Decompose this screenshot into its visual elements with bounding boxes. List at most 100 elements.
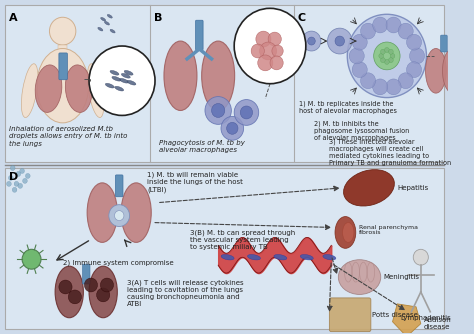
Ellipse shape xyxy=(335,216,356,248)
Circle shape xyxy=(251,44,264,58)
Circle shape xyxy=(398,73,413,89)
Ellipse shape xyxy=(338,260,381,295)
Circle shape xyxy=(335,36,345,46)
Circle shape xyxy=(260,42,277,60)
Text: Meningitis: Meningitis xyxy=(383,274,419,280)
Circle shape xyxy=(386,17,401,33)
Circle shape xyxy=(272,45,283,57)
Ellipse shape xyxy=(124,70,133,75)
Circle shape xyxy=(347,14,427,98)
Text: 3) These infected alevolar
macrophages will create cell
mediated cytokines leadi: 3) These infected alevolar macrophages w… xyxy=(329,138,452,166)
FancyBboxPatch shape xyxy=(59,53,67,80)
Circle shape xyxy=(258,55,273,71)
Circle shape xyxy=(227,122,238,134)
Text: D: D xyxy=(9,172,18,182)
Circle shape xyxy=(390,53,395,58)
Ellipse shape xyxy=(323,255,336,260)
Ellipse shape xyxy=(221,255,234,260)
Ellipse shape xyxy=(121,183,151,242)
Circle shape xyxy=(381,49,385,54)
Circle shape xyxy=(68,290,82,304)
Circle shape xyxy=(26,173,30,178)
Circle shape xyxy=(389,58,393,62)
Circle shape xyxy=(240,106,253,119)
Circle shape xyxy=(59,280,72,294)
FancyBboxPatch shape xyxy=(329,298,371,332)
Ellipse shape xyxy=(36,48,89,123)
Ellipse shape xyxy=(127,80,136,85)
Circle shape xyxy=(234,100,259,125)
Circle shape xyxy=(109,205,129,226)
Ellipse shape xyxy=(300,255,313,260)
Ellipse shape xyxy=(98,27,103,31)
Ellipse shape xyxy=(247,255,261,260)
Circle shape xyxy=(407,34,421,50)
Text: A: A xyxy=(9,13,18,23)
Text: 1) M. tb will remain viable
inside the lungs of the host
(LTBI): 1) M. tb will remain viable inside the l… xyxy=(147,172,243,193)
Circle shape xyxy=(302,31,321,51)
Circle shape xyxy=(18,183,23,188)
Text: 1) M. tb replicates inside the
host of alevolar macrophages: 1) M. tb replicates inside the host of a… xyxy=(299,101,397,114)
Ellipse shape xyxy=(344,170,394,206)
FancyBboxPatch shape xyxy=(441,35,447,52)
FancyBboxPatch shape xyxy=(82,264,90,284)
Circle shape xyxy=(381,58,385,62)
Circle shape xyxy=(413,249,428,265)
Circle shape xyxy=(97,288,110,302)
Ellipse shape xyxy=(110,70,119,75)
Ellipse shape xyxy=(426,48,446,93)
Text: B: B xyxy=(154,13,163,23)
Ellipse shape xyxy=(112,76,121,81)
Circle shape xyxy=(211,104,225,118)
Text: Potts disease: Potts disease xyxy=(372,312,418,318)
Circle shape xyxy=(386,79,401,95)
Circle shape xyxy=(373,17,388,33)
Circle shape xyxy=(9,175,13,180)
Ellipse shape xyxy=(87,64,104,118)
Ellipse shape xyxy=(110,29,115,33)
Circle shape xyxy=(379,53,383,58)
Text: 2) M. tb inhibits the
phagosome lysosomal fusion
of alevolar macrophages: 2) M. tb inhibits the phagosome lysosoma… xyxy=(314,120,410,141)
Circle shape xyxy=(384,47,389,52)
Text: 3(A) T cells will release cytokines
leading to cavitation of the lungs
causing b: 3(A) T cells will release cytokines lead… xyxy=(127,279,243,307)
Circle shape xyxy=(14,181,19,186)
Ellipse shape xyxy=(343,222,354,242)
Circle shape xyxy=(12,187,17,192)
Circle shape xyxy=(328,28,352,54)
Ellipse shape xyxy=(35,65,62,113)
Circle shape xyxy=(270,56,283,70)
Circle shape xyxy=(361,23,375,39)
Circle shape xyxy=(389,49,393,54)
Ellipse shape xyxy=(87,183,118,242)
Ellipse shape xyxy=(55,266,83,318)
Circle shape xyxy=(234,8,306,84)
FancyBboxPatch shape xyxy=(116,175,123,197)
Polygon shape xyxy=(392,304,421,334)
Circle shape xyxy=(49,17,76,45)
FancyBboxPatch shape xyxy=(5,168,444,329)
Ellipse shape xyxy=(201,41,235,111)
Circle shape xyxy=(352,34,367,50)
Circle shape xyxy=(407,62,421,77)
Ellipse shape xyxy=(119,78,128,83)
Circle shape xyxy=(22,249,41,269)
Circle shape xyxy=(373,79,388,95)
Circle shape xyxy=(115,211,124,220)
Circle shape xyxy=(7,181,11,186)
Text: 3(B) M. tb can spread through
the vascular system leading
to systemic miliary TB: 3(B) M. tb can spread through the vascul… xyxy=(190,229,295,250)
Circle shape xyxy=(374,42,400,70)
Circle shape xyxy=(205,97,231,124)
Text: Lymphadenitis: Lymphadenitis xyxy=(400,315,451,321)
Ellipse shape xyxy=(443,48,463,93)
Text: Addison
disease: Addison disease xyxy=(424,317,451,330)
Text: Hepatitis: Hepatitis xyxy=(397,185,428,191)
Text: C: C xyxy=(297,13,305,23)
Circle shape xyxy=(410,48,425,64)
Ellipse shape xyxy=(105,83,114,88)
Circle shape xyxy=(10,166,15,170)
FancyBboxPatch shape xyxy=(5,5,444,162)
Ellipse shape xyxy=(104,21,109,25)
Circle shape xyxy=(349,48,364,64)
Ellipse shape xyxy=(115,86,124,91)
Ellipse shape xyxy=(274,255,287,260)
